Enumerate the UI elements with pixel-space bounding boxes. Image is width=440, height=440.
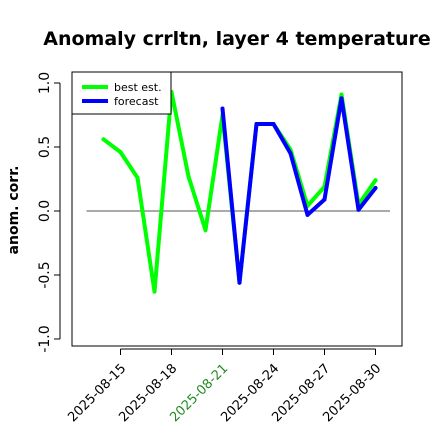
data-point-best-est — [373, 178, 378, 183]
legend: best est. forecast — [71, 71, 172, 115]
y-axis: -1.0 -0.5 0.0 0.5 1.0 — [37, 72, 61, 353]
series-line-forecast — [220, 96, 378, 285]
y-tick-label: 1.0 — [37, 72, 53, 94]
series-lines — [101, 89, 378, 294]
data-point-best-est — [152, 289, 157, 294]
legend-label-forecast: forecast — [114, 95, 159, 108]
y-tick-label: -1.0 — [37, 325, 53, 352]
data-point-best-est — [135, 175, 140, 180]
data-point-best-est — [101, 137, 106, 142]
series-line-best-est — [101, 89, 378, 294]
legend-box — [71, 71, 172, 115]
data-point-best-est — [339, 92, 344, 97]
y-tick-label: 0.5 — [37, 136, 53, 158]
data-point-best-est — [203, 228, 208, 233]
data-point-forecast — [288, 151, 293, 156]
data-point-best-est — [118, 150, 123, 155]
x-axis: 2025-08-152025-08-182025-08-212025-08-24… — [65, 348, 384, 425]
y-tick-label: 0.0 — [37, 200, 53, 222]
data-point-forecast — [237, 280, 242, 285]
data-point-forecast — [339, 96, 344, 101]
plot-frame — [71, 71, 403, 347]
chart-title: Anomaly crrltn, layer 4 temperature — [43, 28, 431, 50]
data-point-forecast — [373, 185, 378, 190]
data-point-forecast — [220, 106, 225, 111]
legend-label-best-est: best est. — [114, 81, 162, 94]
data-point-forecast — [271, 121, 276, 126]
data-point-forecast — [356, 207, 361, 212]
data-point-best-est — [186, 174, 191, 179]
data-point-forecast — [322, 197, 327, 202]
y-tick-label: -0.5 — [37, 261, 53, 288]
data-point-forecast — [254, 121, 259, 126]
data-point-forecast — [305, 212, 310, 217]
y-axis-label: anom. corr. — [6, 166, 22, 255]
